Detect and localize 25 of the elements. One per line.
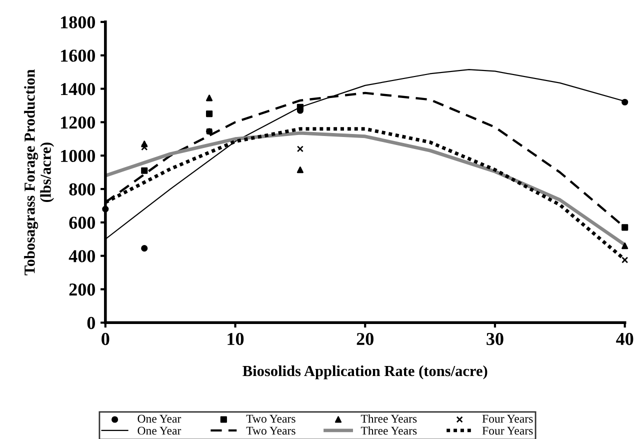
y-tick-label: 1000 <box>61 150 95 162</box>
x-tick-label: 10 <box>228 332 244 346</box>
x-tick-label: 40 <box>616 332 634 346</box>
legend-label: Three Years <box>360 426 417 435</box>
legend-label: Two Years <box>246 426 296 435</box>
legend-label: One Year <box>138 426 182 435</box>
y-tick-label: 1600 <box>61 50 95 62</box>
legend-label: Two Years <box>246 414 296 423</box>
y-tick-label: 200 <box>69 284 95 296</box>
y-tick-label: 600 <box>69 216 95 229</box>
y-tick-label: 1200 <box>61 116 95 129</box>
legend-label: Four Years <box>482 426 533 435</box>
legend-label: One Year <box>138 414 182 423</box>
y-tick-label: 400 <box>68 250 95 262</box>
legend-label: Four Years <box>482 414 533 423</box>
y-tick-label: 1800 <box>61 16 95 28</box>
y-tick-label: 800 <box>69 183 95 196</box>
x-tick-label: 0 <box>102 332 110 346</box>
legend-label: Three Years <box>360 414 417 423</box>
y-tick-label: 1400 <box>61 83 95 96</box>
x-tick-label: 30 <box>486 332 504 346</box>
y-tick-label: 0 <box>87 316 95 330</box>
x-axis-title: Biosolids Application Rate (tons/acre) <box>242 365 488 380</box>
x-tick-label: 20 <box>356 332 374 346</box>
y-axis-title: Tobosagrass Forage Production (lbs/acre) <box>24 69 54 276</box>
